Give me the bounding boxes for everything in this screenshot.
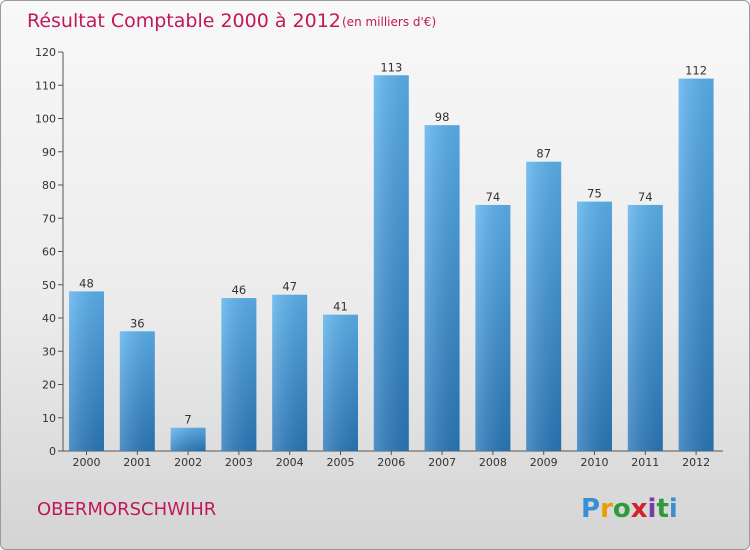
x-tick-label-2011: 2011	[631, 456, 659, 469]
value-label-2002: 7	[184, 413, 191, 427]
logo-letter: t	[656, 494, 668, 524]
y-tick-label: 80	[42, 179, 56, 192]
logo-letter: i	[648, 494, 657, 524]
y-tick-label: 30	[42, 345, 56, 358]
bar-shade-2000	[69, 291, 104, 451]
value-label-2012: 112	[685, 64, 707, 78]
logo-letter: r	[600, 494, 613, 524]
x-tick-label-2005: 2005	[327, 456, 355, 469]
value-label-2004: 47	[282, 280, 297, 294]
x-tick-label-2007: 2007	[428, 456, 456, 469]
city-name: OBERMORSCHWIHR	[37, 499, 216, 520]
y-tick-label: 90	[42, 146, 56, 159]
value-label-2009: 87	[536, 147, 551, 161]
bar-shade-2011	[627, 204, 663, 451]
y-axis: 0 10 20 30 40 50 60 70 80 90 100 110 120	[35, 46, 64, 458]
y-tick-label: 120	[35, 46, 56, 59]
proxiti-logo: Proxiti	[581, 494, 678, 524]
value-label-2001: 36	[130, 316, 145, 330]
x-tick-label-2000: 2000	[73, 456, 101, 469]
bar-shade-2006	[373, 75, 409, 452]
bar-shade-2002	[170, 427, 206, 451]
y-tick-label: 20	[42, 379, 56, 392]
x-tick-label-2003: 2003	[225, 456, 253, 469]
y-tick-label: 10	[42, 412, 56, 425]
bar-shade-2007	[424, 125, 460, 452]
chart-subtitle: (en milliers d'€)	[342, 15, 436, 29]
value-label-2003: 46	[232, 283, 247, 297]
value-label-2010: 75	[587, 187, 602, 201]
chart-title: Résultat Comptable 2000 à 2012	[27, 10, 341, 32]
x-tick-label-2001: 2001	[123, 456, 151, 469]
x-axis: 2000 2001 2002 2003 2004 2005 2006 2007 2008 2009…	[63, 450, 723, 469]
bar-shade-2003	[221, 298, 257, 451]
value-label-2000: 48	[79, 276, 94, 290]
bars-group: 48 36 7 46 47 41 113 98 74 87 75 74 112	[69, 60, 714, 452]
logo-letter: i	[669, 494, 678, 524]
bar-shade-2004	[272, 294, 308, 451]
value-label-2005: 41	[333, 300, 348, 314]
value-label-2006: 113	[380, 60, 402, 74]
bar-shade-2012	[678, 78, 714, 451]
logo-letter: P	[581, 494, 600, 524]
y-tick-label: 0	[49, 445, 56, 458]
x-tick-label-2008: 2008	[479, 456, 507, 469]
bar-shade-2010	[577, 201, 612, 451]
x-tick-label-2002: 2002	[174, 456, 202, 469]
bar-shade-2001	[119, 331, 155, 451]
y-tick-label: 100	[35, 113, 56, 126]
y-tick-label: 110	[35, 79, 56, 92]
x-tick-label-2012: 2012	[682, 456, 710, 469]
bar-shade-2005	[323, 314, 358, 451]
bar-shade-2009	[526, 161, 562, 451]
x-tick-label-2010: 2010	[581, 456, 609, 469]
value-label-2011: 74	[638, 190, 653, 204]
y-tick-label: 70	[42, 212, 56, 225]
x-tick-label-2009: 2009	[530, 456, 558, 469]
x-tick-label-2006: 2006	[377, 456, 405, 469]
logo-letter: o	[613, 494, 631, 524]
y-tick-label: 40	[42, 312, 56, 325]
x-tick-label-2004: 2004	[276, 456, 304, 469]
value-label-2007: 98	[435, 110, 450, 124]
logo-letter: x	[631, 494, 648, 524]
y-tick-label: 50	[42, 279, 56, 292]
bar-shade-2008	[475, 204, 511, 451]
y-tick-label: 60	[42, 246, 56, 259]
value-label-2008: 74	[486, 190, 501, 204]
